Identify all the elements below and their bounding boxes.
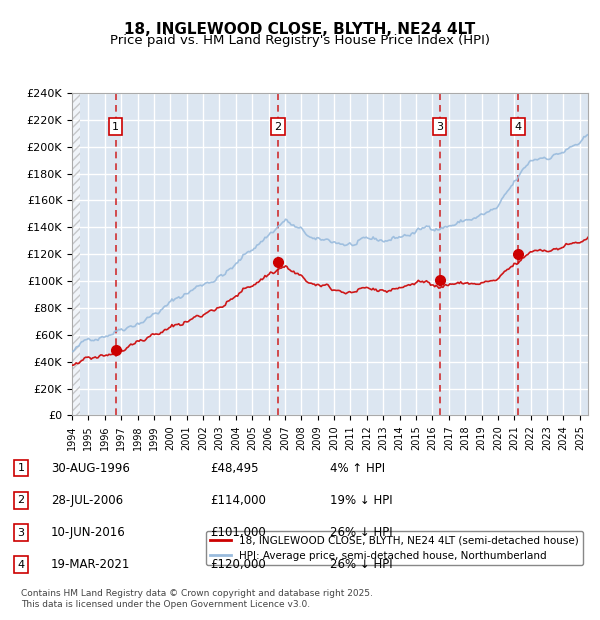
Text: 3: 3	[436, 122, 443, 131]
Text: 19-MAR-2021: 19-MAR-2021	[51, 559, 130, 571]
Text: 2: 2	[274, 122, 281, 131]
Text: 18, INGLEWOOD CLOSE, BLYTH, NE24 4LT: 18, INGLEWOOD CLOSE, BLYTH, NE24 4LT	[124, 22, 476, 37]
Text: 3: 3	[17, 528, 25, 538]
Text: Contains HM Land Registry data © Crown copyright and database right 2025.
This d: Contains HM Land Registry data © Crown c…	[21, 590, 373, 609]
Text: £114,000: £114,000	[210, 494, 266, 507]
Text: 2: 2	[17, 495, 25, 505]
Text: 4: 4	[17, 560, 25, 570]
Text: 28-JUL-2006: 28-JUL-2006	[51, 494, 123, 507]
Text: 26% ↓ HPI: 26% ↓ HPI	[330, 526, 392, 539]
Text: £48,495: £48,495	[210, 462, 259, 474]
Text: 1: 1	[112, 122, 119, 131]
Text: Price paid vs. HM Land Registry's House Price Index (HPI): Price paid vs. HM Land Registry's House …	[110, 34, 490, 47]
Text: 1: 1	[17, 463, 25, 473]
Text: 4: 4	[514, 122, 521, 131]
Text: 26% ↓ HPI: 26% ↓ HPI	[330, 559, 392, 571]
Text: 30-AUG-1996: 30-AUG-1996	[51, 462, 130, 474]
Legend: 18, INGLEWOOD CLOSE, BLYTH, NE24 4LT (semi-detached house), HPI: Average price, : 18, INGLEWOOD CLOSE, BLYTH, NE24 4LT (se…	[206, 531, 583, 565]
Text: 10-JUN-2016: 10-JUN-2016	[51, 526, 126, 539]
Text: 19% ↓ HPI: 19% ↓ HPI	[330, 494, 392, 507]
Text: £120,000: £120,000	[210, 559, 266, 571]
Text: £101,000: £101,000	[210, 526, 266, 539]
Text: 4% ↑ HPI: 4% ↑ HPI	[330, 462, 385, 474]
